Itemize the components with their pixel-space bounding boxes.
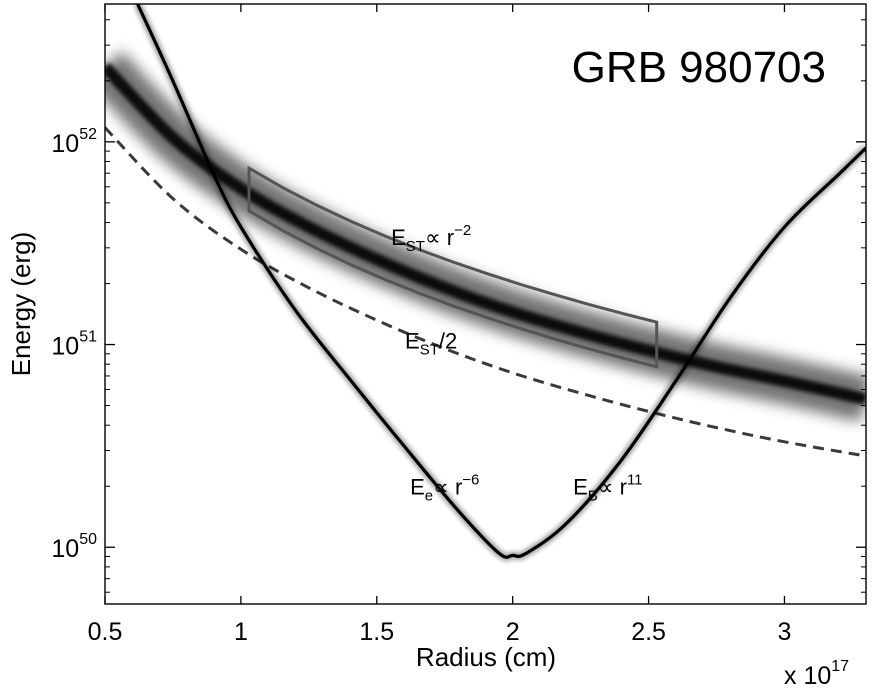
annotation-label: Ee∝ r−6 xyxy=(410,472,479,505)
series-e-st-2-line xyxy=(105,126,866,458)
y-tick-label: 1050 xyxy=(51,531,97,563)
annotation-label: EST∝ r−2 xyxy=(391,222,471,255)
x-tick-label: 0.5 xyxy=(88,618,123,646)
y-tick-label: 1051 xyxy=(51,329,97,361)
y-tick-label: 1052 xyxy=(51,126,97,158)
x-scale-factor: x 1017 xyxy=(784,658,849,688)
annotation-label: EB∝ r11 xyxy=(573,472,642,505)
series-e-st-halo xyxy=(105,50,866,422)
series-e-e-line xyxy=(136,4,866,559)
x-tick-label: 3 xyxy=(778,618,792,646)
x-tick-label: 1.5 xyxy=(359,618,394,646)
series-e-st-line xyxy=(105,62,866,406)
x-tick-label: 1 xyxy=(234,618,248,646)
plot-frame xyxy=(104,3,867,605)
x-tick-label: 2 xyxy=(506,618,520,646)
x-axis-title: Radius (cm) xyxy=(416,642,556,672)
y-axis-title: Energy (erg) xyxy=(6,232,36,377)
x-tick-label: 2.5 xyxy=(631,618,666,646)
annotation-label: EST/2 xyxy=(405,329,457,359)
uncertainty-box xyxy=(247,165,659,369)
chart-title: GRB 980703 xyxy=(572,43,826,92)
